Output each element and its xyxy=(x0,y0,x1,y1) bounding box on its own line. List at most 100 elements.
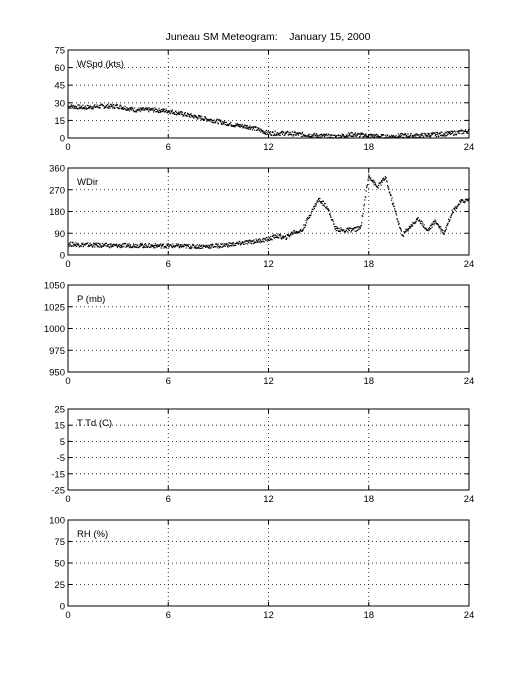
data-point xyxy=(371,133,373,136)
panel-5: 0 6 12 18 24 0 25 50 75 100 RH (%) xyxy=(49,516,474,622)
data-point xyxy=(431,223,433,225)
data-point xyxy=(164,111,166,113)
data-point xyxy=(420,133,422,136)
y-tick-label: 180 xyxy=(49,207,65,218)
data-point xyxy=(259,131,262,133)
data-point xyxy=(160,247,162,249)
data-point xyxy=(187,245,189,247)
data-point xyxy=(181,244,183,246)
data-point xyxy=(467,198,469,200)
data-point xyxy=(232,125,234,127)
data-point xyxy=(467,199,469,202)
data-point xyxy=(437,223,439,225)
data-point xyxy=(178,112,180,114)
data-point xyxy=(372,180,374,183)
data-point xyxy=(293,232,295,234)
data-point xyxy=(124,107,126,110)
data-point xyxy=(427,228,430,230)
data-point xyxy=(141,107,143,109)
data-point xyxy=(370,177,372,179)
data-point xyxy=(108,105,111,108)
data-point xyxy=(68,106,71,109)
data-point xyxy=(199,117,201,119)
data-point xyxy=(265,129,267,132)
x-tick-label: 0 xyxy=(65,259,70,270)
data-point xyxy=(127,244,129,246)
data-point xyxy=(292,230,295,232)
data-point xyxy=(312,209,314,211)
data-point xyxy=(460,199,462,201)
data-point xyxy=(345,135,348,137)
data-point xyxy=(447,222,449,224)
data-point xyxy=(329,215,332,217)
data-point xyxy=(301,131,304,133)
data-point xyxy=(295,231,297,233)
data-point xyxy=(314,203,316,205)
data-point xyxy=(281,237,284,239)
data-point xyxy=(320,134,322,136)
data-point xyxy=(325,134,327,136)
y-tick-label: 15 xyxy=(54,116,65,127)
data-point xyxy=(448,131,450,134)
data-point xyxy=(301,230,303,233)
data-point xyxy=(83,243,86,246)
data-point xyxy=(313,206,315,208)
data-point xyxy=(359,227,361,229)
data-point xyxy=(412,136,415,138)
data-point xyxy=(272,235,274,237)
data-point xyxy=(87,245,89,248)
data-point xyxy=(465,131,468,133)
data-point xyxy=(261,131,263,133)
data-point xyxy=(262,237,264,240)
data-point xyxy=(440,230,442,232)
data-point xyxy=(261,129,263,132)
data-point xyxy=(171,247,173,249)
data-point xyxy=(330,135,332,137)
data-point xyxy=(422,222,424,224)
data-point xyxy=(332,220,334,223)
data-point xyxy=(200,119,202,121)
data-point xyxy=(236,241,238,243)
data-point xyxy=(332,134,334,136)
data-point xyxy=(97,242,99,244)
data-point xyxy=(254,125,256,128)
data-point xyxy=(414,136,416,138)
data-point xyxy=(281,133,284,135)
axes-box xyxy=(67,284,470,373)
data-point xyxy=(346,227,349,229)
data-point xyxy=(404,231,406,234)
data-point xyxy=(208,247,210,249)
data-point xyxy=(114,107,116,109)
data-point xyxy=(297,133,299,135)
data-point xyxy=(247,243,249,245)
data-point xyxy=(431,134,433,136)
data-point xyxy=(150,107,153,110)
data-point xyxy=(205,246,207,249)
data-point xyxy=(266,240,268,242)
data-point xyxy=(389,191,391,193)
data-point xyxy=(152,107,154,109)
data-point xyxy=(391,135,393,138)
data-point xyxy=(422,135,424,137)
data-point xyxy=(197,247,199,250)
data-point xyxy=(293,230,296,232)
data-point xyxy=(119,105,121,108)
data-point xyxy=(141,244,144,246)
data-point xyxy=(449,133,451,136)
data-point xyxy=(251,243,253,245)
data-point xyxy=(354,230,356,232)
data-point xyxy=(308,133,311,135)
data-point xyxy=(392,204,394,206)
data-point xyxy=(466,130,468,133)
data-point xyxy=(449,219,451,221)
data-point xyxy=(78,244,80,246)
data-point xyxy=(166,243,168,245)
data-point xyxy=(222,246,224,248)
data-point xyxy=(175,243,177,245)
y-tick-label: 50 xyxy=(54,559,65,570)
data-point xyxy=(222,121,224,123)
data-point xyxy=(300,133,302,135)
data-point xyxy=(464,202,466,204)
data-point xyxy=(377,135,379,137)
data-point xyxy=(250,240,252,242)
